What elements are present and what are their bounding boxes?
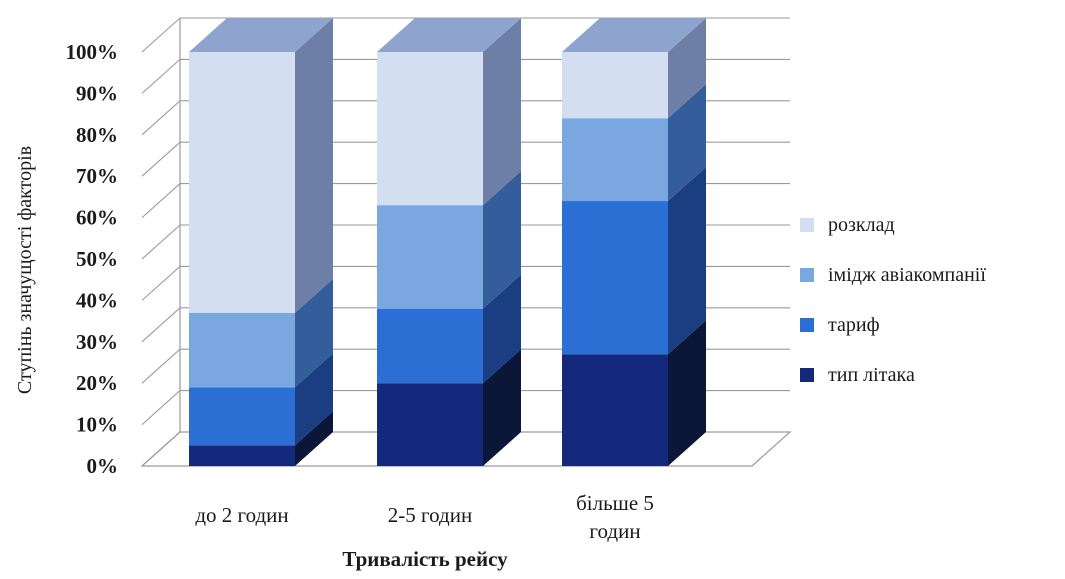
y-tick-label: 50% bbox=[76, 247, 118, 271]
bar-segment bbox=[189, 387, 295, 446]
bar-top bbox=[562, 18, 706, 52]
y-tick-label: 80% bbox=[76, 123, 118, 147]
bar-segment-side bbox=[295, 353, 333, 446]
bar-segment bbox=[189, 445, 295, 466]
bar-segment bbox=[189, 312, 295, 388]
bar-segment-side bbox=[483, 18, 521, 206]
legend-swatch bbox=[800, 268, 814, 282]
legend-label: тариф bbox=[828, 314, 880, 336]
bar-segment-side bbox=[295, 18, 333, 313]
legend: розклад імідж авіакомпанії тариф тип літака bbox=[800, 214, 986, 386]
bar-segment-side bbox=[295, 278, 333, 388]
bar-segment-side bbox=[668, 167, 706, 355]
y-tick-labels: 0% 10% 20% 30% 40% 50% 60% 70% 80% 90% 100% bbox=[66, 40, 119, 478]
y-tick-label: 20% bbox=[76, 371, 118, 395]
y-axis-title: Ступінь значущості факторів bbox=[14, 146, 36, 394]
bar-segment bbox=[562, 201, 668, 355]
gridline bbox=[141, 17, 790, 53]
bar-segment-side bbox=[483, 349, 521, 466]
bar-segment-side bbox=[483, 274, 521, 384]
legend-swatch bbox=[800, 218, 814, 232]
bar-segment bbox=[562, 52, 668, 119]
legend-label: тип літака bbox=[828, 364, 915, 386]
y-tick-label: 10% bbox=[76, 413, 118, 437]
bar-segment-side bbox=[668, 18, 706, 119]
legend-swatch bbox=[800, 318, 814, 332]
x-category-label: більше 5 годин bbox=[576, 491, 654, 543]
bar-segment bbox=[377, 308, 483, 384]
legend-swatch bbox=[800, 368, 814, 382]
x-category-label: до 2 годин bbox=[195, 503, 288, 527]
bar-segment bbox=[562, 118, 668, 202]
bar-segment-side bbox=[668, 320, 706, 466]
bar-segment bbox=[377, 383, 483, 466]
y-tick-label: 70% bbox=[76, 164, 118, 188]
bar-segment-side bbox=[668, 84, 706, 202]
bar-top bbox=[377, 18, 521, 52]
bar-segment-side bbox=[295, 411, 333, 466]
bar-segment bbox=[377, 205, 483, 309]
bars bbox=[189, 18, 706, 466]
y-tick-label: 60% bbox=[76, 206, 118, 230]
legend-label: розклад bbox=[828, 214, 895, 236]
y-tick-label: 0% bbox=[87, 454, 119, 478]
bar-top bbox=[189, 18, 333, 52]
x-axis-title: Тривалість рейсу bbox=[342, 547, 508, 571]
bar-segment bbox=[377, 52, 483, 206]
x-category-label: 2-5 годин bbox=[388, 503, 472, 527]
bar-segment-side bbox=[483, 171, 521, 309]
x-category-labels: до 2 годин 2-5 годин більше 5 годин bbox=[195, 491, 654, 543]
y-tick-label: 30% bbox=[76, 330, 118, 354]
legend-label: імідж авіакомпанії bbox=[828, 264, 986, 286]
bar-segment bbox=[189, 52, 295, 313]
bar-segment bbox=[562, 354, 668, 466]
y-tick-label: 100% bbox=[66, 40, 119, 64]
y-tick-label: 40% bbox=[76, 288, 118, 312]
y-tick-label: 90% bbox=[76, 81, 118, 105]
